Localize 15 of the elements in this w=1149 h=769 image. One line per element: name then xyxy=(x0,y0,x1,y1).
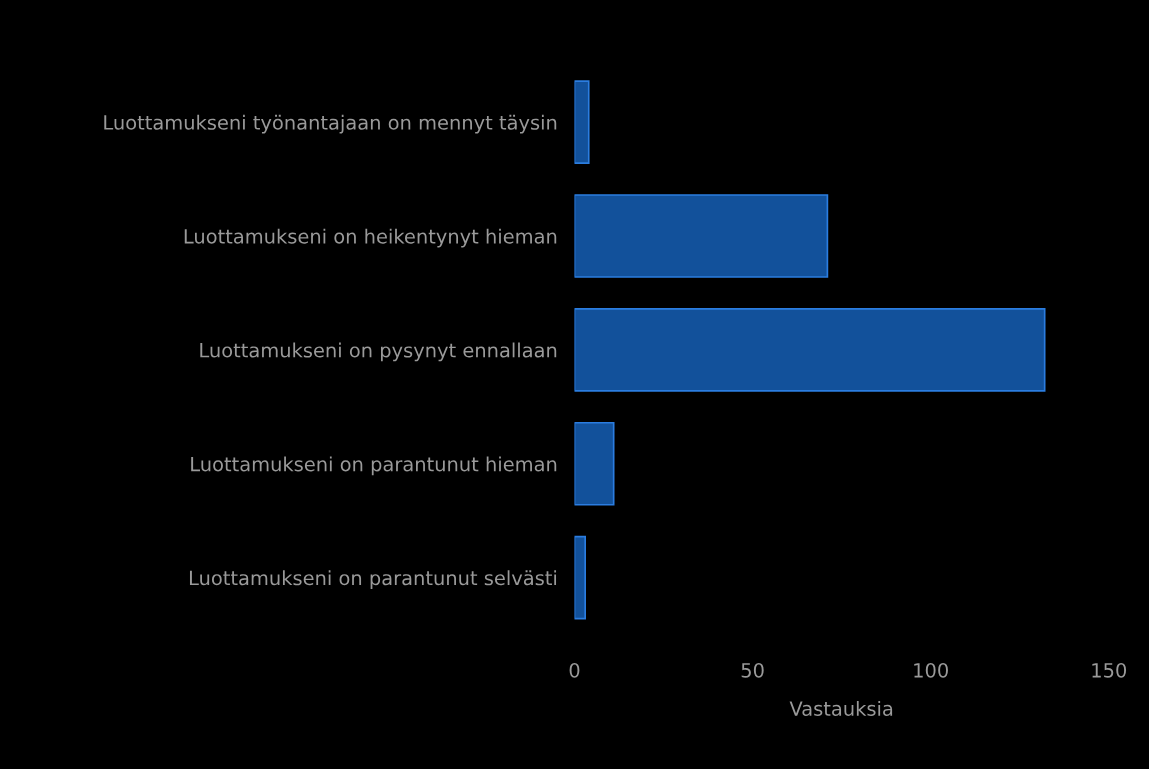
y-tick-label: Luottamukseni on parantunut selvästi xyxy=(189,570,557,590)
bar xyxy=(574,535,587,620)
y-tick-label: Luottamukseni on heikentynyt hieman xyxy=(184,228,557,248)
bar xyxy=(574,80,590,164)
bar xyxy=(574,308,1046,392)
x-tick-label: 50 xyxy=(741,662,764,678)
y-tick-label: Luottamukseni on parantunut hieman xyxy=(191,456,557,476)
x-tick-label: 0 xyxy=(569,662,580,678)
x-tick-label: 100 xyxy=(914,662,948,678)
x-axis-title: Vastauksia xyxy=(789,700,893,716)
y-tick-label: Luottamukseni työnantajaan on mennyt täysin xyxy=(104,114,557,134)
bar xyxy=(574,421,615,506)
bar xyxy=(574,194,829,278)
x-tick-label: 150 xyxy=(1092,662,1127,678)
y-tick-label: Luottamukseni on pysynyt ennallaan xyxy=(200,342,557,362)
